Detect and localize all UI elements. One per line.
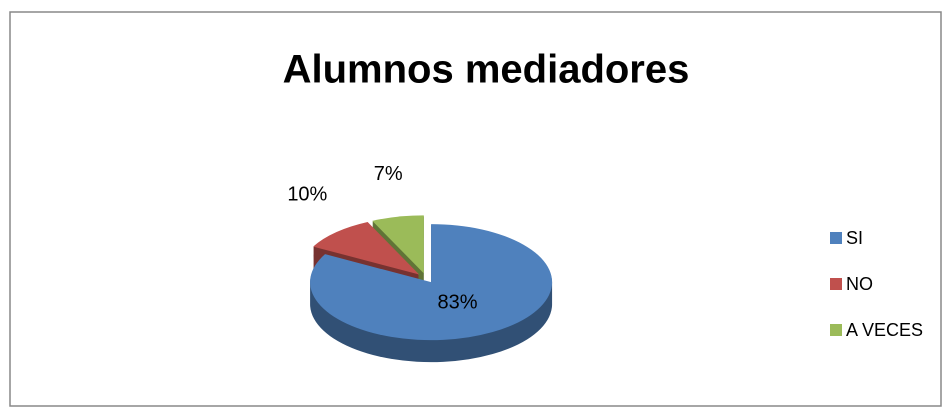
legend-swatch bbox=[830, 324, 842, 336]
legend-label: A VECES bbox=[846, 320, 923, 340]
chart-title: Alumnos mediadores bbox=[283, 48, 690, 92]
legend-swatch bbox=[830, 232, 842, 244]
slice bbox=[310, 224, 553, 341]
legend-swatch bbox=[830, 278, 842, 290]
data-label: 83% bbox=[438, 291, 478, 313]
data-label: 7% bbox=[374, 163, 403, 185]
data-label: 10% bbox=[287, 184, 327, 206]
slice bbox=[313, 222, 420, 275]
legend-label: NO bbox=[846, 274, 873, 294]
legend-label: SI bbox=[846, 228, 863, 248]
slice bbox=[372, 215, 424, 274]
